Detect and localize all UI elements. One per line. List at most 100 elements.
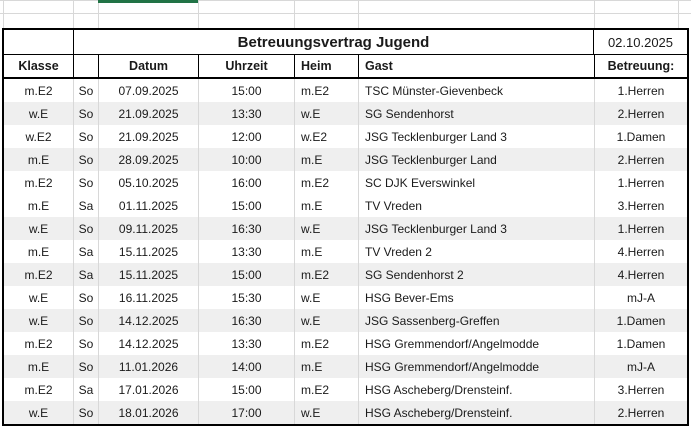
cell-day[interactable]: Sa	[73, 378, 98, 401]
cell-gast[interactable]: JSG Sassenberg-Greffen	[358, 309, 594, 332]
cell-gast[interactable]: HSG Ascheberg/Drensteinf.	[358, 378, 594, 401]
cell-klasse[interactable]: m.E2	[24, 336, 53, 351]
cell-gast[interactable]: JSG Tecklenburger Land	[358, 148, 594, 171]
cell-day[interactable]: So	[73, 401, 98, 424]
cell-heim[interactable]: w.E	[294, 401, 358, 424]
cell-klasse[interactable]: m.E2	[24, 175, 53, 190]
cell-gast[interactable]: SG Sendenhorst	[358, 102, 594, 125]
cell-gast[interactable]: HSG Gremmendorf/Angelmodde	[358, 355, 594, 378]
cell-uhrzeit[interactable]: 16:30	[198, 217, 294, 240]
cell-betreuung[interactable]: 4.Herren	[594, 240, 687, 263]
header-klasse[interactable]: Klasse	[18, 59, 59, 73]
cell-uhrzeit[interactable]: 13:30	[198, 240, 294, 263]
cell-gast[interactable]: TV Vreden	[358, 194, 594, 217]
cell-datum[interactable]: 09.11.2025	[98, 217, 198, 240]
cell-gast[interactable]: HSG Bever-Ems	[358, 286, 594, 309]
cell-heim[interactable]: w.E2	[294, 125, 358, 148]
cell-uhrzeit[interactable]: 15:00	[198, 79, 294, 102]
cell-uhrzeit[interactable]: 10:00	[198, 148, 294, 171]
cell-betreuung[interactable]: 4.Herren	[594, 263, 687, 286]
cell-datum[interactable]: 07.09.2025	[98, 79, 198, 102]
table-title[interactable]: Betreuungsvertrag Jugend	[73, 30, 594, 54]
cell-datum[interactable]: 01.11.2025	[98, 194, 198, 217]
cell-heim[interactable]: m.E	[294, 240, 358, 263]
cell-datum[interactable]: 18.01.2026	[98, 401, 198, 424]
cell-day[interactable]: Sa	[73, 263, 98, 286]
cell-klasse[interactable]: m.E	[27, 244, 50, 259]
cell-heim[interactable]: w.E	[294, 217, 358, 240]
cell-heim[interactable]: m.E	[294, 148, 358, 171]
cell-heim[interactable]: m.E2	[294, 332, 358, 355]
cell-uhrzeit[interactable]: 15:30	[198, 286, 294, 309]
header-heim[interactable]: Heim	[294, 55, 358, 77]
cell-heim[interactable]: m.E2	[294, 263, 358, 286]
cell-betreuung[interactable]: 2.Herren	[594, 102, 687, 125]
cell-gast[interactable]: TV Vreden 2	[358, 240, 594, 263]
cell-uhrzeit[interactable]: 14:00	[198, 355, 294, 378]
header-datum[interactable]: Datum	[98, 55, 198, 77]
cell-heim[interactable]: m.E	[294, 194, 358, 217]
header-day[interactable]	[73, 55, 98, 77]
cell-betreuung[interactable]: 3.Herren	[594, 378, 687, 401]
cell-heim[interactable]: w.E	[294, 309, 358, 332]
cell-gast[interactable]: JSG Tecklenburger Land 3	[358, 125, 594, 148]
cell-day[interactable]: So	[73, 332, 98, 355]
cell-betreuung[interactable]: mJ-A	[594, 286, 687, 309]
cell-day[interactable]: So	[73, 102, 98, 125]
header-betreuung[interactable]: Betreuung:	[594, 55, 687, 77]
cell-uhrzeit[interactable]: 12:00	[198, 125, 294, 148]
cell-datum[interactable]: 15.11.2025	[98, 240, 198, 263]
cell-betreuung[interactable]: 1.Herren	[594, 217, 687, 240]
cell-klasse[interactable]: m.E	[27, 152, 50, 167]
cell-betreuung[interactable]: 1.Herren	[594, 79, 687, 102]
cell-uhrzeit[interactable]: 16:30	[198, 309, 294, 332]
cell-klasse[interactable]: w.E2	[25, 129, 52, 144]
cell-day[interactable]: So	[73, 125, 98, 148]
cell-day[interactable]: Sa	[73, 240, 98, 263]
cell-uhrzeit[interactable]: 13:30	[198, 102, 294, 125]
cell-heim[interactable]: m.E	[294, 355, 358, 378]
cell-uhrzeit[interactable]: 15:00	[198, 194, 294, 217]
cell-klasse[interactable]: w.E	[28, 290, 49, 305]
cell-klasse[interactable]: w.E	[28, 221, 49, 236]
header-uhrzeit[interactable]: Uhrzeit	[198, 55, 294, 77]
cell-klasse[interactable]: w.E	[28, 313, 49, 328]
cell-datum[interactable]: 28.09.2025	[98, 148, 198, 171]
cell-betreuung[interactable]: 1.Herren	[594, 171, 687, 194]
cell-day[interactable]: So	[73, 355, 98, 378]
cell-betreuung[interactable]: 2.Herren	[594, 401, 687, 424]
cell-day[interactable]: So	[73, 286, 98, 309]
cell-day[interactable]: So	[73, 171, 98, 194]
cell-day[interactable]: So	[73, 309, 98, 332]
cell-gast[interactable]: SG Sendenhorst 2	[358, 263, 594, 286]
cell-klasse[interactable]: m.E2	[24, 382, 53, 397]
cell-klasse[interactable]: w.E	[28, 405, 49, 420]
cell-gast[interactable]: TSC Münster-Gievenbeck	[358, 79, 594, 102]
cell-datum[interactable]: 21.09.2025	[98, 125, 198, 148]
cell-uhrzeit[interactable]: 15:00	[198, 378, 294, 401]
cell-datum[interactable]: 14.12.2025	[98, 309, 198, 332]
cell-day[interactable]: Sa	[73, 194, 98, 217]
table-date[interactable]: 02.10.2025	[607, 34, 674, 50]
cell-heim[interactable]: m.E2	[294, 79, 358, 102]
cell-heim[interactable]: w.E	[294, 102, 358, 125]
cell-gast[interactable]: JSG Tecklenburger Land 3	[358, 217, 594, 240]
cell-datum[interactable]: 21.09.2025	[98, 102, 198, 125]
cell-betreuung[interactable]: 3.Herren	[594, 194, 687, 217]
cell-uhrzeit[interactable]: 13:30	[198, 332, 294, 355]
cell-day[interactable]: So	[73, 79, 98, 102]
corner-cell[interactable]	[4, 30, 73, 54]
cell-betreuung[interactable]: 1.Damen	[594, 309, 687, 332]
cell-betreuung[interactable]: 2.Herren	[594, 148, 687, 171]
cell-betreuung[interactable]: mJ-A	[594, 355, 687, 378]
cell-datum[interactable]: 16.11.2025	[98, 286, 198, 309]
cell-klasse[interactable]: m.E	[27, 198, 50, 213]
cell-betreuung[interactable]: 1.Damen	[594, 332, 687, 355]
cell-datum[interactable]: 15.11.2025	[98, 263, 198, 286]
header-gast[interactable]: Gast	[358, 55, 594, 77]
cell-heim[interactable]: m.E2	[294, 171, 358, 194]
cell-klasse[interactable]: m.E2	[24, 83, 53, 98]
cell-datum[interactable]: 17.01.2026	[98, 378, 198, 401]
cell-day[interactable]: So	[73, 148, 98, 171]
cell-datum[interactable]: 05.10.2025	[98, 171, 198, 194]
